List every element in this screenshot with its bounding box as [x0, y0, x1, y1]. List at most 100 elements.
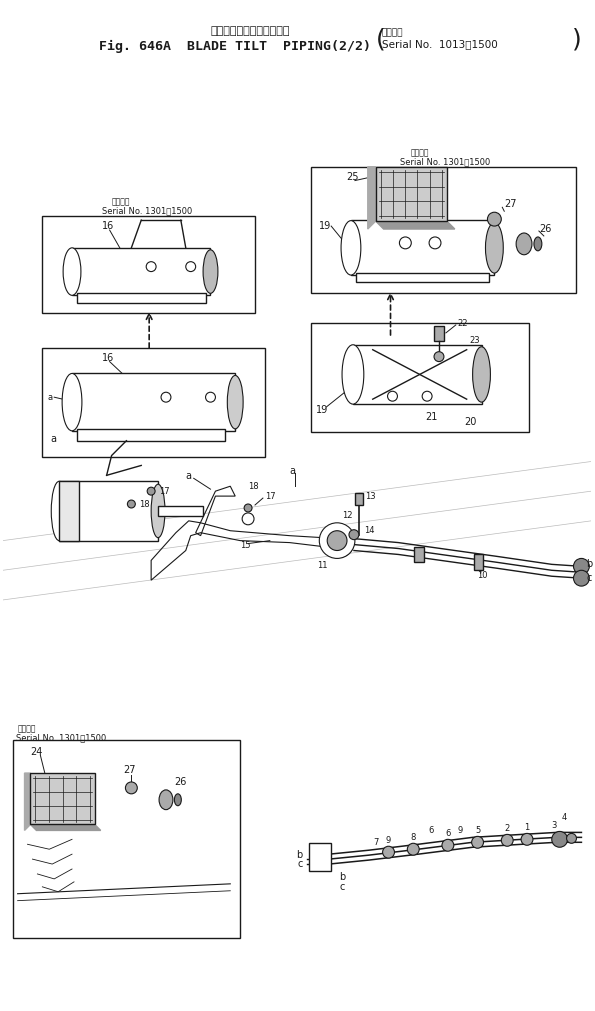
Text: ブレードチルトバイピング: ブレードチルトバイピング: [210, 26, 290, 36]
Text: 17: 17: [159, 486, 170, 495]
Text: a: a: [50, 434, 57, 444]
Text: 15: 15: [240, 541, 250, 550]
Circle shape: [127, 500, 135, 508]
Circle shape: [186, 262, 196, 272]
Circle shape: [552, 831, 568, 847]
Text: ): ): [572, 27, 581, 52]
Ellipse shape: [159, 790, 173, 810]
Text: 適用号機: 適用号機: [18, 724, 36, 733]
Text: 17: 17: [265, 491, 275, 500]
Circle shape: [566, 833, 577, 843]
Circle shape: [487, 212, 502, 226]
Ellipse shape: [341, 220, 361, 275]
Ellipse shape: [63, 248, 81, 295]
Text: 18: 18: [248, 481, 259, 490]
Bar: [30, 773, 95, 825]
Text: b: b: [296, 850, 302, 860]
Bar: [434, 326, 444, 341]
Circle shape: [422, 391, 432, 401]
Text: c: c: [339, 882, 345, 892]
Circle shape: [399, 237, 411, 249]
Text: Serial No. 1301～1500: Serial No. 1301～1500: [15, 733, 106, 742]
Circle shape: [429, 237, 441, 249]
Circle shape: [349, 530, 359, 540]
Text: Serial No.  1013～1500: Serial No. 1013～1500: [381, 39, 497, 50]
Circle shape: [502, 834, 513, 846]
Circle shape: [126, 782, 137, 794]
Text: (: (: [376, 27, 386, 52]
Circle shape: [205, 392, 215, 402]
Text: 2: 2: [505, 824, 510, 833]
Polygon shape: [24, 773, 30, 830]
Text: 10: 10: [478, 571, 488, 579]
Circle shape: [521, 833, 533, 845]
Text: 適用号機: 適用号機: [381, 28, 403, 37]
Text: 16: 16: [102, 221, 114, 232]
Text: c: c: [586, 573, 592, 583]
Text: 適用号機: 適用号機: [112, 198, 130, 207]
Text: 7: 7: [374, 838, 379, 847]
Text: 24: 24: [30, 747, 43, 757]
Bar: [77, 429, 226, 441]
Bar: [158, 506, 202, 516]
Polygon shape: [30, 825, 101, 830]
Text: 21: 21: [425, 411, 437, 422]
Text: 11: 11: [317, 561, 328, 570]
Text: 9: 9: [386, 836, 391, 845]
Ellipse shape: [62, 373, 82, 431]
Text: 12: 12: [342, 512, 353, 521]
Bar: [12, 740, 240, 938]
Circle shape: [408, 843, 419, 855]
Bar: [309, 843, 331, 871]
Circle shape: [574, 570, 589, 586]
Text: 23: 23: [469, 337, 480, 346]
Text: 9: 9: [458, 826, 463, 835]
Text: Fig. 646A  BLADE TILT  PIPING(2/2): Fig. 646A BLADE TILT PIPING(2/2): [99, 39, 371, 53]
Text: a: a: [290, 466, 296, 476]
Text: c: c: [297, 859, 302, 869]
Text: 6: 6: [428, 826, 434, 835]
Text: 20: 20: [465, 417, 477, 427]
Ellipse shape: [227, 375, 243, 429]
Text: 14: 14: [364, 526, 374, 535]
Text: 適用号機: 適用号機: [411, 149, 429, 158]
Bar: [59, 481, 79, 541]
Ellipse shape: [472, 347, 490, 402]
Circle shape: [146, 262, 156, 272]
Ellipse shape: [516, 233, 532, 255]
Circle shape: [327, 531, 347, 551]
Ellipse shape: [51, 481, 67, 541]
Ellipse shape: [151, 484, 165, 538]
Bar: [355, 493, 363, 506]
Ellipse shape: [203, 250, 218, 293]
Bar: [72, 373, 235, 431]
Circle shape: [331, 535, 347, 551]
Bar: [77, 293, 205, 303]
Text: 25: 25: [346, 172, 359, 182]
Text: 16: 16: [102, 353, 114, 363]
Polygon shape: [368, 167, 375, 229]
Text: 19: 19: [320, 221, 331, 232]
Text: 19: 19: [317, 405, 328, 416]
Circle shape: [434, 352, 444, 362]
Circle shape: [242, 513, 254, 525]
Bar: [311, 323, 529, 432]
Bar: [353, 345, 481, 404]
Text: b: b: [586, 559, 593, 569]
Bar: [311, 167, 577, 293]
Ellipse shape: [342, 345, 364, 404]
Polygon shape: [375, 221, 455, 229]
Circle shape: [320, 523, 355, 558]
Ellipse shape: [486, 222, 503, 273]
Text: 26: 26: [174, 777, 186, 787]
Text: 5: 5: [475, 826, 480, 835]
Text: 1: 1: [524, 823, 530, 832]
Ellipse shape: [534, 237, 542, 251]
Bar: [59, 481, 158, 541]
Circle shape: [383, 846, 394, 858]
Text: 27: 27: [505, 199, 517, 209]
Text: 13: 13: [365, 491, 375, 500]
Bar: [356, 273, 490, 282]
Circle shape: [147, 487, 155, 495]
Text: 27: 27: [123, 765, 136, 775]
